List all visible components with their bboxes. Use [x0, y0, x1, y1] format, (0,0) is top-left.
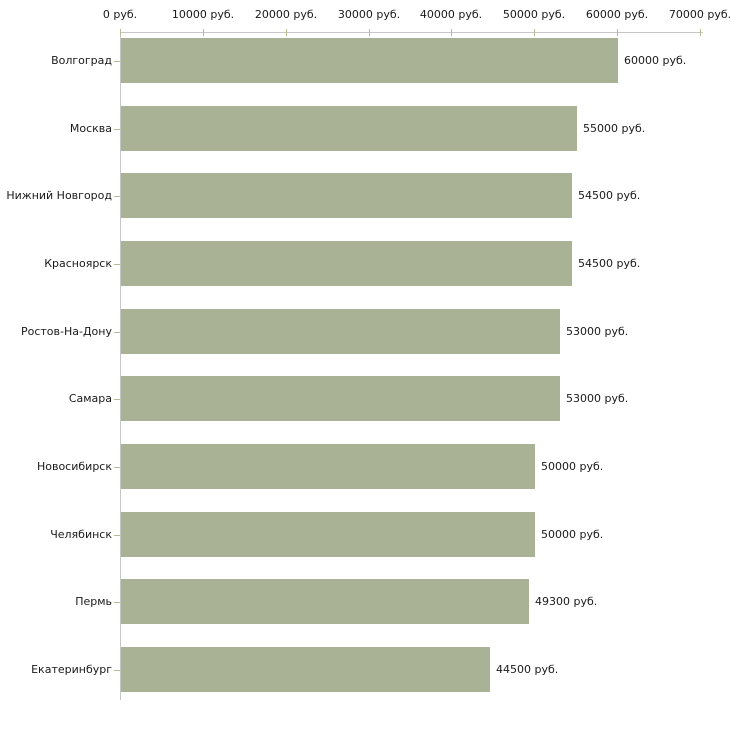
bar-8	[121, 512, 535, 557]
bar-10	[121, 647, 490, 692]
value-label: 60000 руб.	[624, 54, 687, 67]
x-tick-label: 40000 руб.	[419, 8, 483, 21]
category-label: Пермь	[75, 595, 112, 608]
x-tick-label: 10000 руб.	[171, 8, 235, 21]
value-label: 49300 руб.	[535, 595, 598, 608]
category-label: Челябинск	[50, 528, 112, 541]
y-axis-line	[120, 32, 121, 700]
category-label: Красноярск	[44, 257, 112, 270]
bar-2	[121, 106, 577, 151]
bar-5	[121, 309, 560, 354]
x-tick-label: 20000 руб.	[254, 8, 318, 21]
value-label: 44500 руб.	[496, 663, 559, 676]
category-tick-mark	[114, 129, 120, 130]
x-tick-mark	[369, 29, 370, 36]
x-tick-mark	[534, 29, 535, 36]
bar-4	[121, 241, 572, 286]
category-label: Самара	[68, 392, 112, 405]
value-label: 53000 руб.	[566, 325, 629, 338]
category-tick-mark	[114, 535, 120, 536]
x-tick-mark	[203, 29, 204, 36]
value-label: 53000 руб.	[566, 392, 629, 405]
value-label: 54500 руб.	[578, 257, 641, 270]
category-tick-mark	[114, 61, 120, 62]
x-tick-label: 50000 руб.	[502, 8, 566, 21]
value-label: 50000 руб.	[541, 460, 604, 473]
category-label: Москва	[69, 122, 112, 135]
x-tick-mark	[286, 29, 287, 36]
bar-3	[121, 173, 572, 218]
category-tick-mark	[114, 332, 120, 333]
bar-1	[121, 38, 618, 83]
x-tick-label: 30000 руб.	[337, 8, 401, 21]
x-tick-label: 60000 руб.	[585, 8, 649, 21]
category-tick-mark	[114, 264, 120, 265]
category-tick-mark	[114, 670, 120, 671]
value-label: 54500 руб.	[578, 189, 641, 202]
bar-6	[121, 376, 560, 421]
value-label: 55000 руб.	[583, 122, 646, 135]
x-tick-mark	[700, 29, 701, 36]
bar-9	[121, 579, 529, 624]
x-tick-mark	[617, 29, 618, 36]
category-label: Екатеринбург	[31, 663, 112, 676]
x-tick-label: 70000 руб.	[668, 8, 730, 21]
category-label: Новосибирск	[36, 460, 112, 473]
x-tick-mark	[451, 29, 452, 36]
x-axis-line	[120, 32, 703, 33]
value-label: 50000 руб.	[541, 528, 604, 541]
x-tick-mark	[120, 29, 121, 36]
bar-7	[121, 444, 535, 489]
category-tick-mark	[114, 602, 120, 603]
category-label: Ростов-На-Дону	[20, 325, 112, 338]
category-tick-mark	[114, 467, 120, 468]
category-label: Волгоград	[51, 54, 112, 67]
category-tick-mark	[114, 196, 120, 197]
category-tick-mark	[114, 399, 120, 400]
x-tick-label: 0 руб.	[102, 8, 138, 21]
category-label: Нижний Новгород	[6, 189, 112, 202]
